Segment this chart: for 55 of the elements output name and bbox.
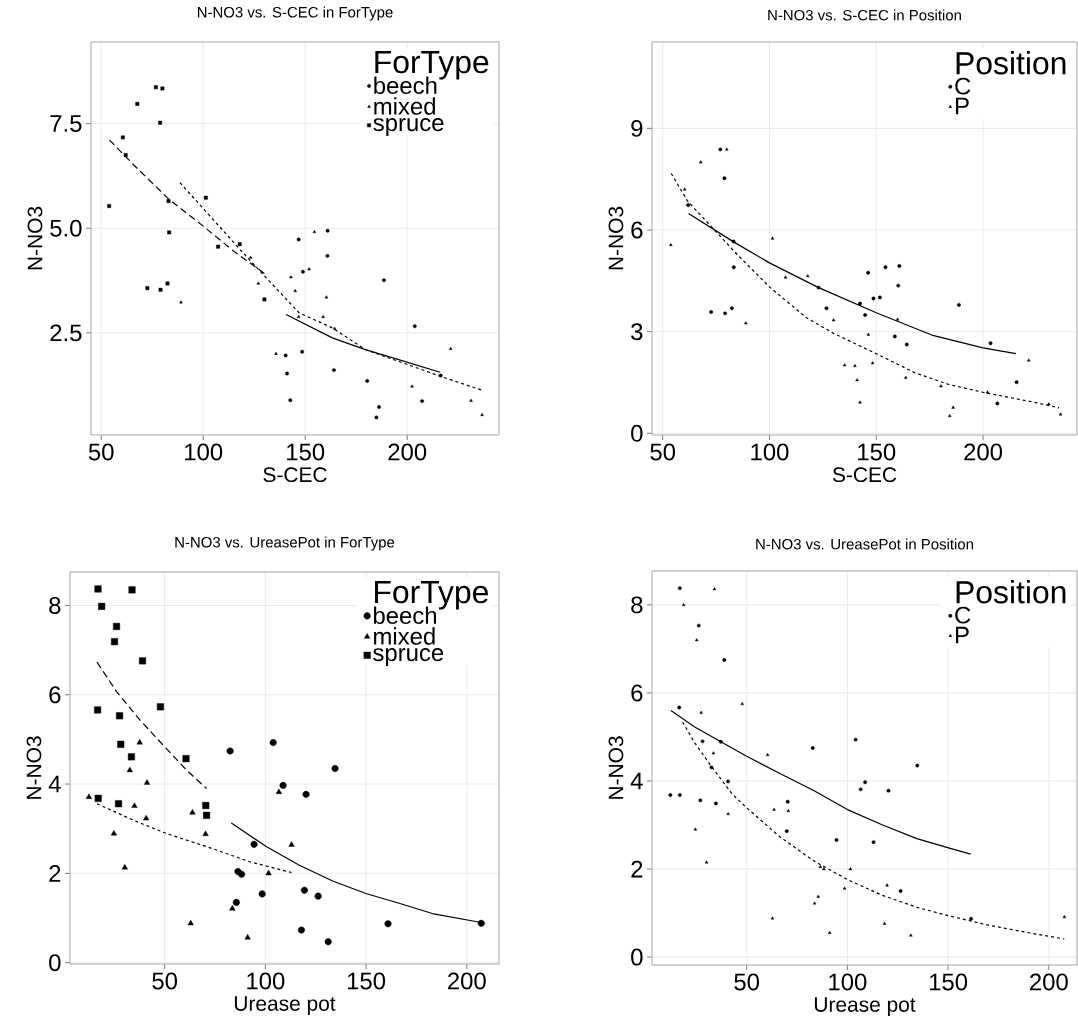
chart-title: N-NO3 vs. UreasePot in Position [756,538,973,550]
y-tick-label: 3 [631,323,643,341]
y-tick-label: 5.0 [50,219,82,237]
x-tick-label: 50 [152,972,178,990]
y-tick-label: 2 [49,865,61,882]
x-tick-label: 200 [448,972,486,990]
legend-label: C [955,77,971,95]
y-tick-label: 7.5 [50,115,82,132]
legend-label: mixed [374,627,435,645]
legend-label: P [955,97,969,115]
chart-title: N-NO3 vs. UreasePot in ForType [175,536,395,551]
y-tick-label: 6 [631,684,643,702]
y-tick-label: 4 [630,772,643,790]
x-tick-label: 50 [88,443,114,461]
legend-label: spruce [373,648,444,666]
x-tick-label: 150 [929,973,968,991]
x-axis-title: S-CEC [832,467,897,483]
y-tick-label: 0 [631,948,643,966]
chart-title: N-NO3 vs. S-CEC in Position [768,9,961,21]
x-tick-label: 150 [858,443,896,461]
legend-title: Position [956,51,1066,75]
x-axis-title: Urease pot [234,996,336,1016]
x-axis-title: Urease pot [814,997,916,1017]
x-tick-label: 200 [964,443,1003,461]
y-tick-label: 6 [631,221,643,239]
legend-label: C [955,606,971,624]
x-tick-label: 100 [185,443,223,461]
x-tick-label: 150 [347,972,386,990]
x-tick-label: 150 [287,443,325,461]
x-tick-label: 50 [734,973,760,991]
x-tick-label: 100 [829,973,867,991]
y-tick-label: 2 [631,860,643,878]
y-tick-label: 6 [49,686,61,704]
y-tick-label: 0 [49,954,61,972]
y-tick-label: 0 [631,424,643,442]
x-tick-label: 100 [247,972,285,990]
y-tick-label: 4 [48,775,61,793]
legend-label: mixed [374,97,435,115]
y-axis-title: N-NO3 [608,206,624,270]
x-tick-label: 200 [1030,973,1068,991]
y-tick-label: 9 [631,119,643,137]
y-axis-title: N-NO3 [27,206,43,270]
legend-label: spruce [373,118,444,136]
y-tick-label: 2.5 [50,324,82,342]
y-tick-label: 8 [631,596,643,614]
legend-title: Position [956,580,1066,604]
x-tick-label: 100 [751,443,789,461]
x-tick-label: 200 [388,443,427,461]
x-axis-title: S-CEC [263,467,327,483]
x-tick-label: 50 [650,443,676,461]
chart-title: N-NO3 vs. S-CEC in ForType [197,6,393,21]
y-tick-label: 8 [49,597,61,614]
legend-label: P [956,626,969,644]
y-axis-title: N-NO3 [26,736,42,799]
y-axis-title: N-NO3 [608,736,624,799]
